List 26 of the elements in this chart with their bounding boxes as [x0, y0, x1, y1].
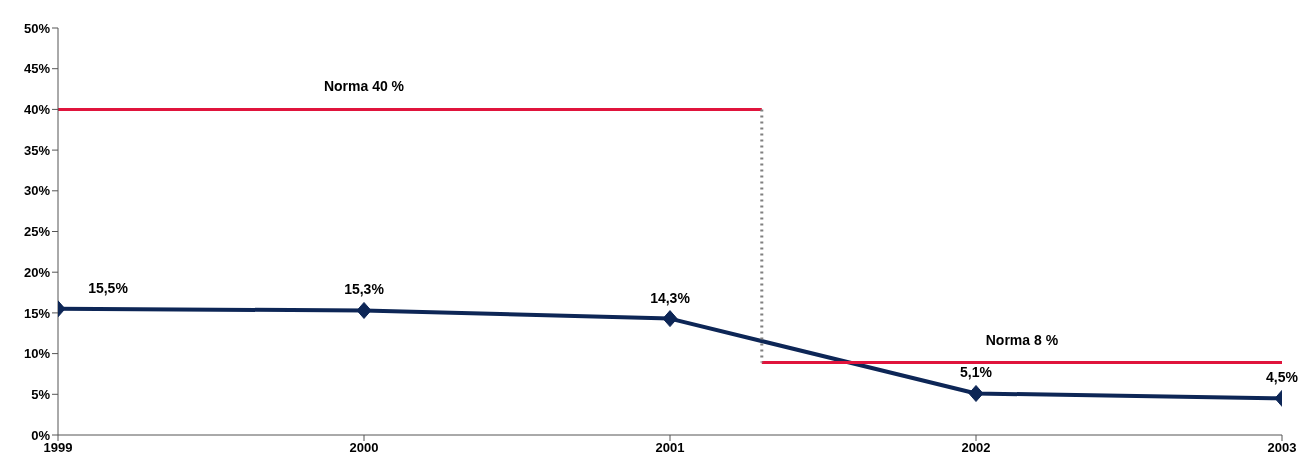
y-tick-label: 20%: [23, 264, 51, 280]
y-tick-label: 45%: [23, 61, 51, 77]
point: [662, 310, 678, 328]
y-tick-label: 35%: [23, 142, 51, 158]
x-tick-label: 2000: [349, 440, 379, 456]
point: [356, 301, 372, 319]
x-tick-label: 2001: [655, 440, 685, 456]
data-label: 5,1%: [960, 364, 993, 381]
x-tick-label: 1999: [43, 440, 73, 456]
data-label: 15,3%: [344, 281, 385, 298]
y-tick-label: 25%: [23, 224, 51, 240]
data-label: 15,5%: [88, 279, 129, 296]
y-tick-label: 5%: [31, 386, 51, 402]
x-tick-label: 2002: [961, 440, 991, 456]
y-tick-label: 10%: [23, 346, 51, 362]
y-tick-label: 40%: [23, 102, 51, 118]
y-tick-label: 15%: [23, 305, 51, 321]
y-tick-label: 0%: [31, 427, 51, 443]
data-label: 4,5%: [1266, 369, 1299, 386]
x-tick-label: 2003: [1267, 440, 1297, 456]
data-label: 14,3%: [650, 289, 691, 306]
y-tick-label: 50%: [23, 20, 51, 36]
annotation: Norma 8 %: [985, 331, 1059, 348]
annotation: Norma 40 %: [323, 78, 405, 95]
y-tick-label: 30%: [23, 183, 51, 199]
point: [968, 384, 984, 402]
